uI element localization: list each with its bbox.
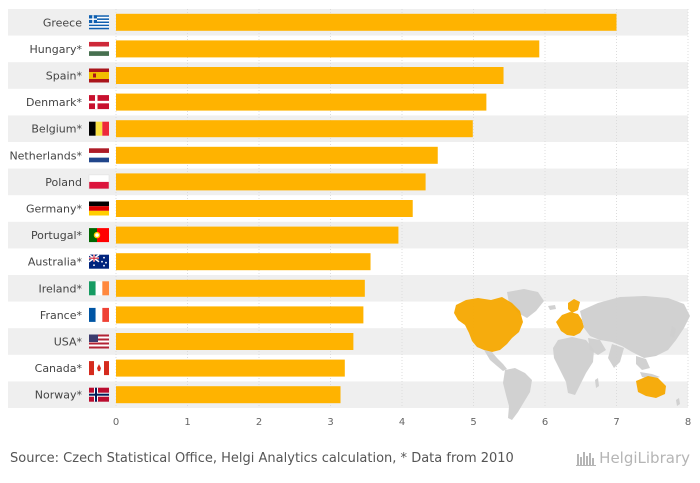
germany-flag-icon (89, 201, 109, 216)
ireland-flag-icon (89, 281, 109, 296)
usa-flag-icon (89, 334, 109, 349)
bar-0 (116, 13, 617, 31)
bar-12 (116, 333, 354, 350)
netherlands-flag-icon (89, 148, 109, 163)
bar-9 (116, 253, 371, 271)
x-tick-label: 2 (256, 417, 262, 428)
map-region (548, 305, 556, 310)
x-tick-label: 7 (613, 417, 619, 428)
source-note: Source: Czech Statistical Office, Helgi … (10, 451, 514, 466)
bar-10 (116, 279, 365, 297)
world-map-illustration (454, 289, 690, 420)
map-region (484, 350, 507, 371)
australia-flag-icon (88, 254, 109, 269)
category-label: USA* (54, 336, 83, 349)
map-region (568, 299, 580, 313)
belgium-flag-icon (89, 121, 109, 136)
category-label: Spain* (46, 70, 83, 83)
france-flag-icon (89, 307, 109, 322)
map-region (676, 398, 680, 406)
bar-13 (116, 359, 345, 377)
bar-4 (116, 120, 473, 138)
category-label: Australia* (28, 256, 83, 269)
poland-flag-icon (88, 174, 110, 190)
greece-flag-icon (89, 15, 109, 30)
category-label: France* (40, 309, 83, 322)
x-tick-label: 5 (470, 417, 476, 428)
bar-3 (116, 93, 487, 111)
map-region (454, 297, 523, 352)
map-region (670, 326, 676, 338)
category-label: Netherlands* (9, 149, 82, 162)
norway-flag-icon (89, 387, 109, 402)
map-region (636, 376, 666, 398)
bar-5 (116, 146, 438, 164)
category-label: Ireland* (38, 282, 82, 295)
bar-11 (116, 306, 364, 324)
map-region (503, 368, 532, 420)
bar-7 (116, 200, 413, 217)
category-label: Belgium* (31, 123, 82, 136)
x-tick-label: 4 (399, 417, 405, 428)
category-label: Denmark* (26, 96, 83, 109)
brand-logo: HelgiLibrary (576, 449, 690, 467)
category-label: Greece (43, 16, 82, 29)
map-region (553, 337, 594, 395)
x-tick-label: 0 (113, 417, 119, 428)
map-region (556, 312, 584, 336)
x-tick-label: 8 (685, 417, 691, 428)
spain-flag-icon (89, 68, 109, 83)
canada-flag-icon (89, 361, 109, 376)
library-icon (576, 452, 597, 466)
bar-14 (116, 386, 341, 404)
denmark-flag-icon (89, 95, 109, 110)
bar-8 (116, 226, 399, 244)
map-region (580, 296, 690, 358)
x-tick-label: 1 (184, 417, 190, 428)
portugal-flag-icon (89, 228, 109, 243)
row-band (8, 381, 688, 408)
category-label: Poland (45, 176, 82, 189)
bar-2 (116, 67, 504, 84)
hungary-flag-icon (89, 41, 109, 56)
category-label: Portugal* (31, 229, 83, 242)
map-region (636, 356, 650, 370)
category-label: Hungary* (30, 43, 83, 56)
category-label: Norway* (35, 389, 83, 402)
x-tick-label: 6 (542, 417, 548, 428)
map-region (595, 378, 599, 388)
bar-6 (116, 173, 426, 191)
bar-1 (116, 40, 540, 58)
map-region (608, 344, 624, 368)
x-tick-label: 3 (327, 417, 333, 428)
brand-name: HelgiLibrary (599, 449, 690, 467)
category-label: Canada* (35, 362, 83, 375)
category-label: Germany* (26, 203, 83, 216)
